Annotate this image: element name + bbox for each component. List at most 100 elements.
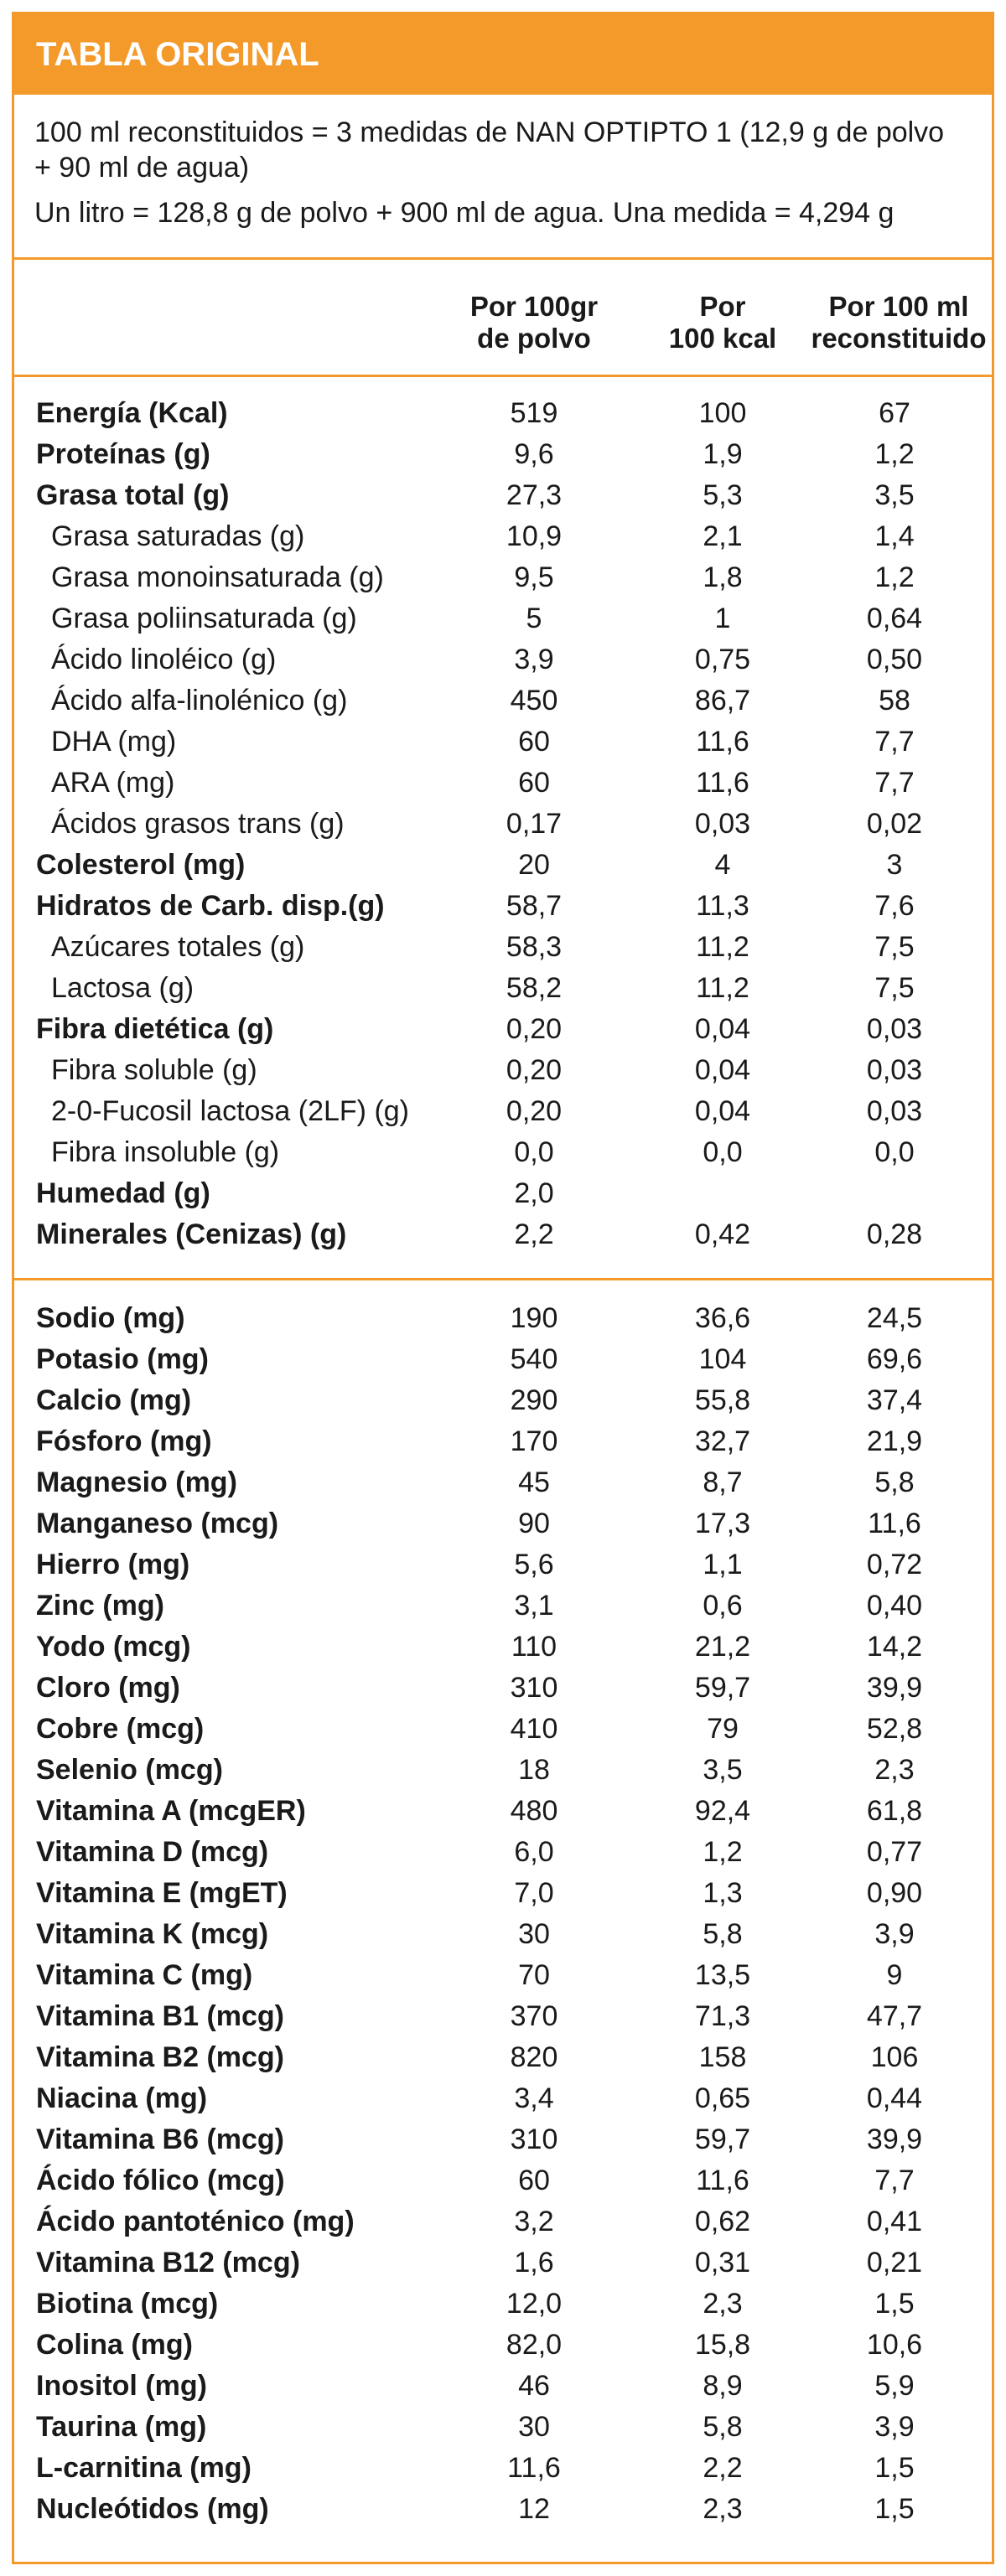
table-row: Ácido pantoténico (mg) 3,2 0,62 0,41 <box>14 2201 992 2242</box>
intro-line-1: 100 ml reconstituidos = 3 medidas de NAN… <box>34 116 945 184</box>
table-row: Manganeso (mcg) 90 17,3 11,6 <box>14 1503 992 1544</box>
row-label: Sodio (mg) <box>36 1302 185 1334</box>
row-value-col-2: 100 <box>698 397 747 429</box>
row-value-col-3: 1,4 <box>874 520 915 552</box>
row-value-col-2: 1,8 <box>703 561 743 593</box>
divider-header <box>14 375 992 377</box>
row-value-col-3: 0,90 <box>866 1877 923 1909</box>
table-row: Fibra dietética (g) 0,20 0,04 0,03 <box>14 1009 992 1050</box>
row-value-col-3: 37,4 <box>866 1384 923 1416</box>
row-label: Lactosa (g) <box>51 972 194 1004</box>
row-label: Grasa saturadas (g) <box>51 520 305 552</box>
row-label: Grasa monoinsaturada (g) <box>51 561 384 593</box>
row-value-col-2: 11,2 <box>696 931 749 963</box>
row-label: Potasio (mg) <box>36 1343 209 1375</box>
row-label: Nucleótidos (mg) <box>36 2493 269 2525</box>
row-value-col-3: 0,72 <box>866 1549 923 1580</box>
divider-minerals <box>14 1278 992 1280</box>
row-label: Grasa total (g) <box>36 479 230 511</box>
row-value-col-3: 1,2 <box>874 438 915 470</box>
row-label: Grasa poliinsaturada (g) <box>51 603 357 634</box>
row-label: Ácido pantoténico (mg) <box>36 2206 355 2237</box>
row-value-col-2: 17,3 <box>694 1508 751 1539</box>
row-label: Inositol (mg) <box>36 2370 207 2402</box>
row-value-col-3: 1,5 <box>874 2493 915 2525</box>
table-row: Ácido alfa-linolénico (g) 450 86,7 58 <box>14 680 992 722</box>
row-value-col-2: 1,3 <box>703 1877 743 1909</box>
row-label: Zinc (mg) <box>36 1590 164 1622</box>
row-label: Hierro (mg) <box>36 1549 190 1580</box>
row-value-col-3: 1,5 <box>874 2288 915 2320</box>
row-value-col-3: 3,9 <box>874 2411 915 2443</box>
row-label: Humedad (g) <box>36 1177 210 1209</box>
row-value-col-1: 410 <box>510 1713 558 1745</box>
row-value-col-3: 0,41 <box>866 2206 923 2237</box>
row-value-col-2: 0,75 <box>694 644 751 675</box>
row-value-col-2: 3,5 <box>703 1754 743 1786</box>
row-value-col-3: 3 <box>886 849 903 881</box>
row-label: Vitamina C (mg) <box>36 1959 253 1991</box>
row-value-col-1: 11,6 <box>507 2452 561 2484</box>
row-value-col-3: 69,6 <box>866 1343 923 1375</box>
row-value-col-3: 11,6 <box>868 1508 921 1539</box>
row-value-col-1: 2,2 <box>514 1218 554 1250</box>
row-label: Vitamina B6 (mcg) <box>36 2123 285 2155</box>
row-value-col-1: 60 <box>518 767 550 799</box>
table-row: Selenio (mcg) 18 3,5 2,3 <box>14 1750 992 1791</box>
row-value-col-1: 58,2 <box>506 972 563 1004</box>
row-label: Cloro (mg) <box>36 1672 180 1704</box>
table-row: Cobre (mcg) 410 79 52,8 <box>14 1709 992 1750</box>
row-value-col-1: 290 <box>510 1384 558 1416</box>
table-row: Sodio (mg) 190 36,6 24,5 <box>14 1298 992 1339</box>
row-value-col-2: 79 <box>707 1713 739 1745</box>
row-value-col-1: 10,9 <box>506 520 563 552</box>
row-value-col-1: 27,3 <box>506 479 563 511</box>
row-value-col-1: 3,2 <box>514 2206 554 2237</box>
table-row: Humedad (g) 2,0 <box>14 1173 992 1214</box>
row-label: Hidratos de Carb. disp.(g) <box>36 890 385 922</box>
row-value-col-2: 55,8 <box>694 1384 751 1416</box>
row-label: Vitamina B12 (mcg) <box>36 2247 300 2279</box>
row-value-col-3: 0,64 <box>866 603 923 634</box>
table-row: Grasa poliinsaturada (g) 5 1 0,64 <box>14 598 992 639</box>
row-value-col-2: 0,04 <box>694 1054 751 1086</box>
row-label: L-carnitina (mg) <box>36 2452 252 2484</box>
row-value-col-3: 0,03 <box>866 1013 923 1045</box>
row-value-col-2: 86,7 <box>694 685 751 716</box>
row-label: DHA (mg) <box>51 726 177 758</box>
row-value-col-3: 3,9 <box>874 1918 915 1950</box>
table-row: DHA (mg) 60 11,6 7,7 <box>14 722 992 763</box>
row-value-col-3: 21,9 <box>866 1425 923 1457</box>
table-row: Grasa total (g) 27,3 5,3 3,5 <box>14 475 992 516</box>
row-value-col-3: 7,6 <box>874 890 915 922</box>
row-label: Azúcares totales (g) <box>51 931 305 963</box>
row-label: Colina (mg) <box>36 2329 193 2361</box>
row-value-col-3: 3,5 <box>874 479 915 511</box>
row-value-col-3: 14,2 <box>866 1631 923 1663</box>
row-label: Minerales (Cenizas) (g) <box>36 1218 347 1250</box>
row-label: Colesterol (mg) <box>36 849 246 881</box>
row-value-col-3: 0,28 <box>866 1218 923 1250</box>
row-label: Proteínas (g) <box>36 438 210 470</box>
row-value-col-2: 32,7 <box>694 1425 751 1457</box>
row-value-col-2: 0,31 <box>694 2247 751 2279</box>
row-label: Fósforo (mg) <box>36 1425 212 1457</box>
row-value-col-2: 104 <box>698 1343 747 1375</box>
row-label: Vitamina B2 (mcg) <box>36 2041 285 2073</box>
row-value-col-2: 5,8 <box>703 2411 743 2443</box>
table-row: L-carnitina (mg) 11,6 2,2 1,5 <box>14 2448 992 2489</box>
row-label: 2-0-Fucosil lactosa (2LF) (g) <box>51 1095 410 1127</box>
row-value-col-2: 21,2 <box>694 1631 751 1663</box>
table-row: Ácido linoléico (g) 3,9 0,75 0,50 <box>14 639 992 680</box>
row-value-col-1: 58,7 <box>506 890 563 922</box>
row-value-col-3: 0,44 <box>866 2082 923 2114</box>
row-value-col-2: 8,7 <box>703 1466 743 1498</box>
row-value-col-2: 11,6 <box>696 2165 749 2196</box>
row-label: Vitamina D (mcg) <box>36 1836 269 1868</box>
row-value-col-1: 370 <box>510 2000 558 2032</box>
divider-intro <box>14 257 992 260</box>
intro-line-2: Un litro = 128,8 g de polvo + 900 ml de … <box>34 197 895 229</box>
table-row: Fibra insoluble (g) 0,0 0,0 0,0 <box>14 1132 992 1173</box>
row-value-col-2: 2,1 <box>703 520 743 552</box>
table-row: Vitamina K (mcg) 30 5,8 3,9 <box>14 1914 992 1955</box>
